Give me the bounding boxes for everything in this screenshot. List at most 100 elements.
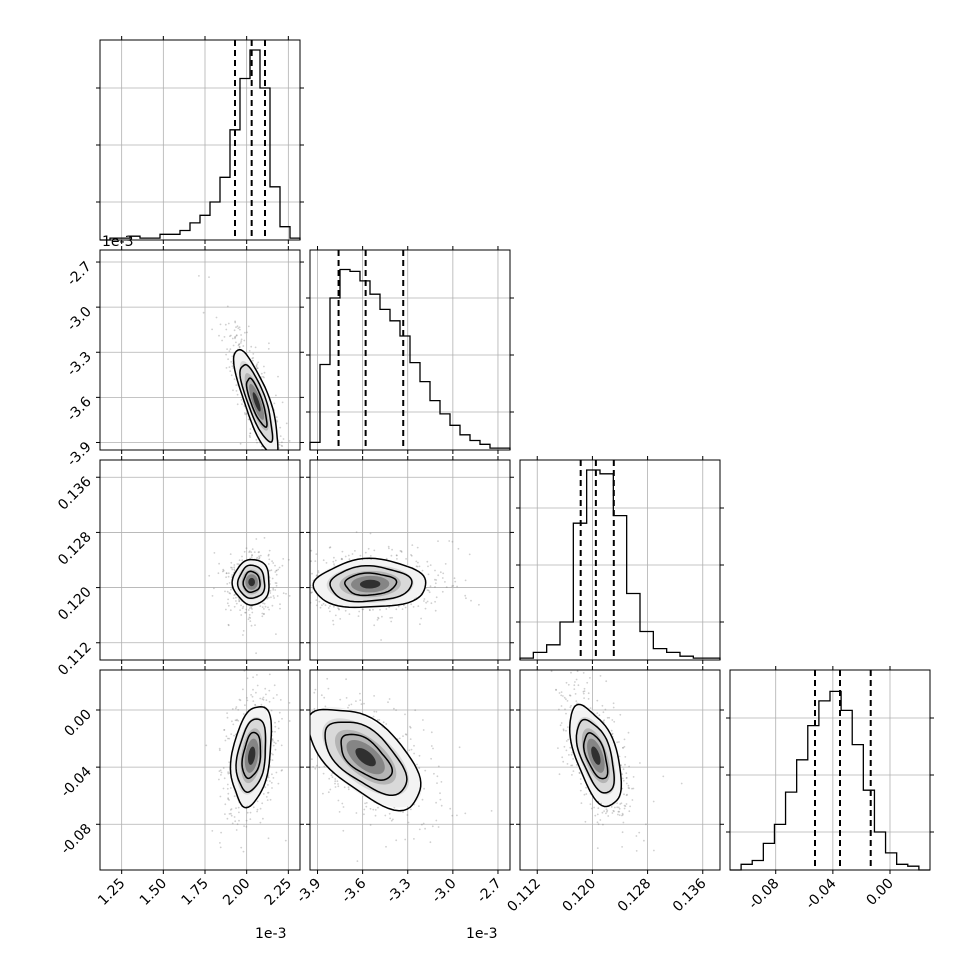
sample-point — [587, 698, 590, 700]
sample-point — [223, 729, 226, 731]
sample-point — [560, 722, 563, 724]
sample-point — [270, 569, 273, 572]
sample-point — [558, 708, 560, 711]
sample-point — [230, 361, 233, 363]
sample-point — [377, 617, 380, 620]
sample-point — [567, 738, 570, 741]
sample-point — [218, 749, 221, 752]
sample-point — [240, 614, 243, 616]
hist-0-frame — [99, 39, 301, 241]
sample-point — [233, 734, 236, 737]
sample-point — [618, 810, 621, 813]
y-tick-label-1-3: -3.6 — [64, 394, 95, 425]
sample-point — [274, 571, 277, 573]
sample-point — [511, 558, 513, 560]
sample-point — [252, 700, 255, 702]
sample-point — [281, 401, 284, 404]
sample-point — [364, 802, 366, 805]
sample-point — [256, 674, 258, 676]
sample-point — [564, 708, 566, 711]
sample-point — [281, 717, 283, 720]
sample-point — [608, 716, 611, 719]
sample-point — [241, 555, 243, 558]
pair-2-0-frame — [99, 459, 301, 661]
sample-point — [610, 806, 613, 808]
sample-point — [437, 540, 439, 542]
sample-point — [409, 726, 412, 729]
sample-point — [277, 720, 280, 723]
sample-point — [238, 346, 241, 348]
sample-point — [258, 700, 260, 702]
sample-point — [579, 789, 582, 792]
sample-point — [315, 575, 318, 577]
sample-point — [290, 452, 292, 454]
sample-point — [271, 773, 273, 776]
sample-point — [251, 695, 254, 698]
sample-point — [628, 810, 631, 813]
pair-2-1-points — [310, 531, 513, 641]
sample-point — [612, 706, 615, 709]
sample-point — [289, 740, 291, 742]
sample-point — [260, 372, 263, 375]
contour-line-1 — [329, 564, 413, 603]
sample-point — [623, 738, 626, 741]
sample-point — [624, 756, 627, 758]
sample-point — [322, 772, 325, 775]
sample-point — [255, 364, 258, 367]
sample-point — [230, 561, 233, 564]
histogram-param-1 — [309, 268, 511, 450]
sample-point — [277, 727, 280, 730]
sample-point — [268, 700, 271, 703]
sample-point — [272, 744, 275, 747]
contour-line-1 — [236, 564, 266, 600]
sample-point — [388, 547, 390, 550]
y-tick-label-2-1: 0.128 — [55, 529, 95, 569]
sample-point — [424, 827, 426, 830]
sample-point — [231, 720, 233, 723]
sample-point — [351, 553, 354, 555]
sample-point — [234, 335, 237, 338]
sample-point — [385, 557, 388, 560]
sample-point — [616, 806, 619, 809]
sample-point — [246, 699, 249, 702]
sample-point — [241, 403, 243, 405]
sample-point — [458, 746, 461, 749]
sample-point — [226, 602, 229, 605]
hist-0-grid — [100, 40, 300, 240]
sample-point — [409, 725, 411, 728]
sample-point — [545, 666, 547, 668]
sample-point — [253, 551, 256, 553]
sample-point — [248, 550, 251, 552]
x-tick-label-2-2: 0.128 — [615, 876, 655, 916]
sample-point — [276, 595, 279, 597]
sample-point — [251, 705, 253, 707]
sample-point — [244, 704, 246, 707]
x-tick-label-2-1: 0.120 — [560, 876, 600, 916]
sample-point — [347, 554, 350, 557]
sample-point — [356, 860, 359, 862]
sample-point — [271, 738, 274, 740]
sample-point — [268, 689, 271, 692]
sample-point — [324, 604, 327, 607]
sample-point — [273, 684, 276, 687]
sample-point — [373, 695, 375, 697]
sample-point — [426, 600, 429, 603]
sample-point — [322, 559, 325, 562]
sample-point — [263, 613, 265, 616]
sample-point — [307, 718, 309, 720]
sample-point — [230, 588, 232, 591]
sample-point — [315, 574, 318, 577]
sample-point — [621, 812, 624, 815]
pair-3-0-frame — [99, 669, 301, 871]
sample-point — [322, 792, 324, 795]
sample-point — [320, 694, 323, 697]
sample-point — [268, 569, 271, 572]
sample-point — [281, 457, 283, 459]
sample-point — [282, 453, 284, 455]
sample-point — [263, 612, 265, 615]
sample-point — [562, 760, 565, 763]
sample-point — [249, 617, 252, 619]
sample-point — [264, 786, 267, 789]
x-tick-label-0-1: 1.50 — [137, 876, 170, 909]
sample-point — [396, 558, 398, 560]
